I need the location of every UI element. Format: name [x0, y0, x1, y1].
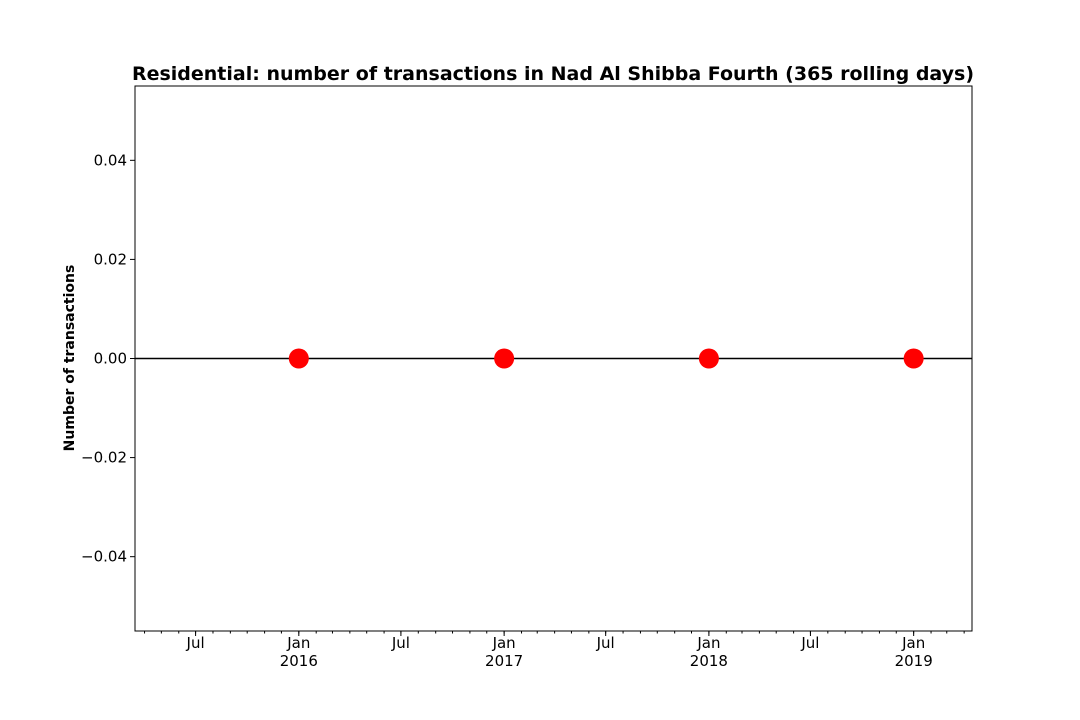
- data-point: [903, 348, 924, 369]
- x-tick-label: Jan: [286, 634, 310, 652]
- x-tick-label: Jan: [696, 634, 720, 652]
- x-tick-label: Jan: [492, 634, 516, 652]
- x-tick-year-label: 2019: [895, 652, 933, 670]
- data-point: [288, 348, 309, 369]
- y-tick-label: 0.00: [94, 350, 127, 368]
- x-tick-label: Jul: [800, 634, 819, 652]
- data-point: [494, 348, 515, 369]
- y-axis-label: Number of transactions: [62, 265, 78, 452]
- chart-title: Residential: number of transactions in N…: [132, 63, 974, 85]
- x-tick-label: Jul: [596, 634, 615, 652]
- x-tick-year-label: 2017: [485, 652, 523, 670]
- x-tick-year-label: 2016: [280, 652, 318, 670]
- y-tick-label: −0.02: [81, 449, 127, 467]
- x-tick-label: Jan: [901, 634, 925, 652]
- data-point: [698, 348, 719, 369]
- x-tick-label: Jul: [391, 634, 410, 652]
- y-tick-label: 0.02: [94, 250, 127, 268]
- y-axis: −0.04 −0.02 0.00 0.02 0.04: [81, 151, 135, 566]
- x-tick-year-label: 2018: [690, 652, 728, 670]
- y-tick-label: −0.04: [81, 548, 127, 566]
- y-tick-label: 0.04: [94, 151, 127, 169]
- plot-area: [135, 348, 972, 369]
- x-tick-label: Jul: [186, 634, 205, 652]
